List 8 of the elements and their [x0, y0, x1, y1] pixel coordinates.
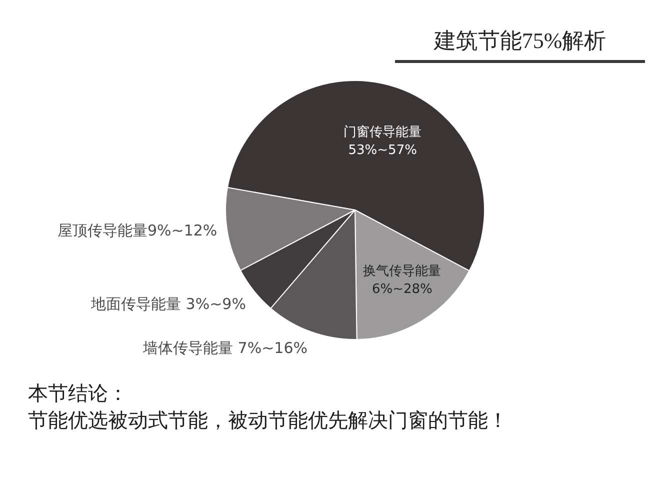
slice-label: 换气传导能量 6%~28%	[363, 264, 442, 298]
text: 节能优选被动式节能，被动节能优先解决门窗的节能！	[28, 407, 508, 434]
slice-label: 门窗传导能量 53%~57%	[344, 124, 422, 158]
slice-label: 地面传导能量 3%~9%	[90, 294, 246, 313]
chart-title: 建筑节能75%解析	[395, 26, 645, 63]
slice-label: 屋顶传导能量9%~12%	[57, 221, 218, 240]
text: 本节结论：	[28, 380, 129, 407]
slice-label: 墙体传导能量 7%~16%	[142, 339, 308, 358]
